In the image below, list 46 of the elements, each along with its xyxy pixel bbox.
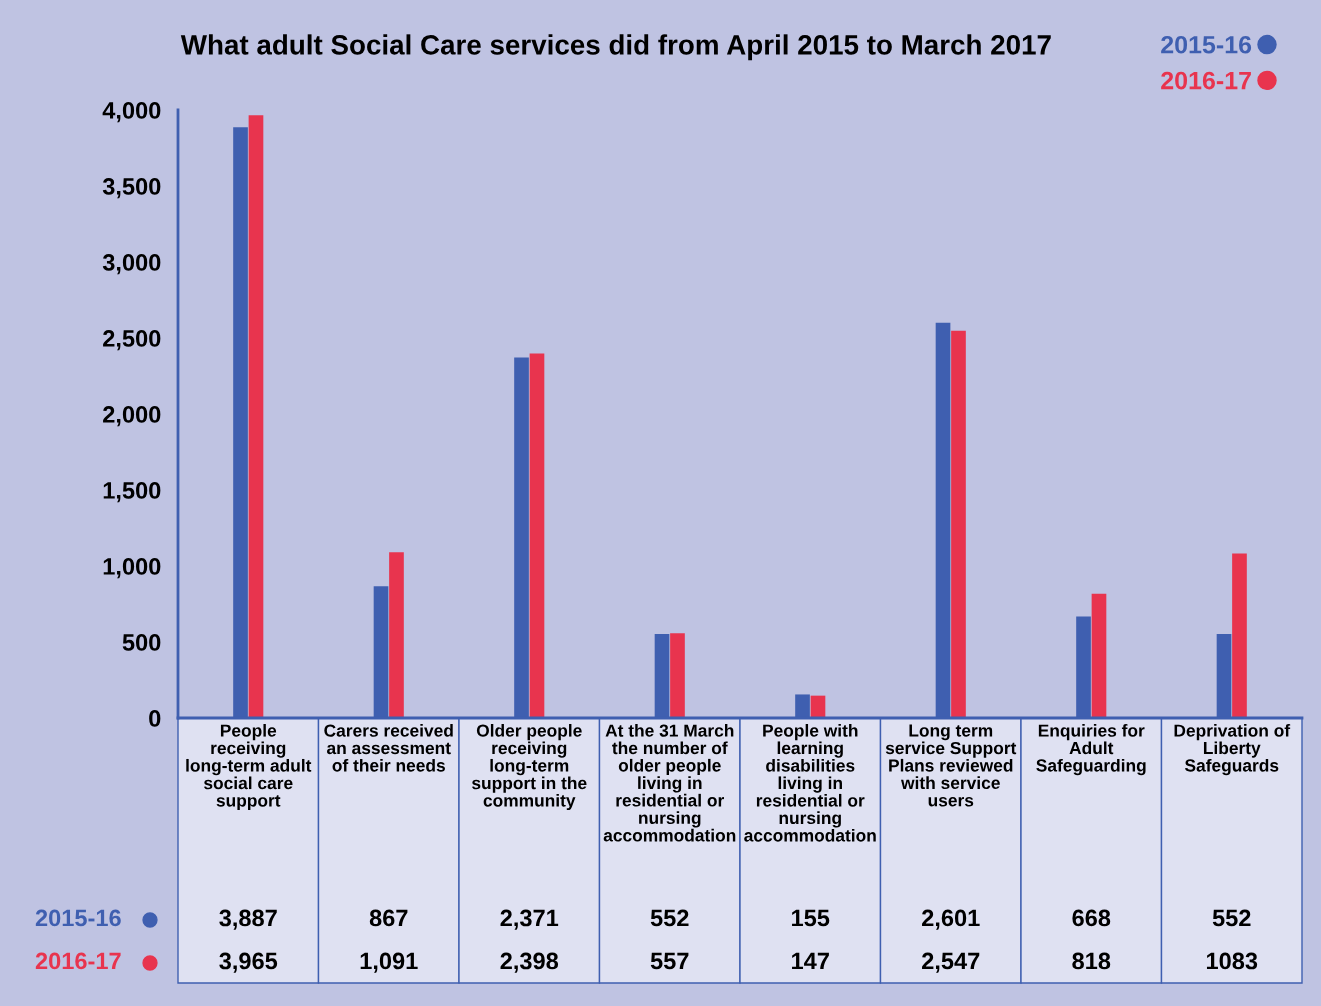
y-tick-label: 4,000	[102, 102, 161, 123]
bar	[1232, 553, 1247, 718]
x-tick-label: Long term service Support Plans reviewed with service users	[885, 724, 1017, 807]
x-tick-label: Enquiries for Adult Safeguarding	[1036, 724, 1146, 776]
data-label: 818	[1072, 952, 1111, 970]
y-tick-label: 2,000	[103, 406, 161, 427]
data-label: 2,398	[500, 952, 559, 973]
x-tick-label: Deprivation of Liberty Safeguards	[1174, 724, 1291, 776]
data-label: 155	[792, 909, 830, 927]
data-label: 2,547	[922, 952, 980, 973]
data-label: 552	[650, 909, 689, 927]
chart-title: What adult Social Care services did from April 2015 to March 2017	[180, 34, 1051, 61]
y-tick-label: 3,500	[102, 178, 161, 199]
y-tick-label: 2,500	[103, 330, 161, 351]
bar	[1091, 593, 1107, 718]
data-label: 147	[792, 952, 829, 970]
y-tick-label: 1,000	[103, 558, 161, 579]
text: 2015-16	[35, 909, 121, 927]
x-tick-label: Older people receiving long-term support in the community	[472, 724, 587, 811]
legend-label: 2016-17	[1161, 71, 1251, 90]
bar	[810, 695, 826, 718]
data-label: 2,371	[500, 909, 559, 930]
y-tick-label: 1,500	[103, 482, 161, 503]
data-label: 552	[1212, 909, 1251, 927]
data-label: 867	[369, 909, 408, 927]
data-label: 557	[650, 952, 689, 970]
text: 2016-17	[35, 952, 121, 970]
data-label: 3,965	[219, 952, 278, 973]
x-tick-label: At the 31 March the number of older people living in residential or nursing accommodation	[603, 724, 736, 842]
data-label: 1083	[1206, 952, 1258, 970]
bar	[529, 353, 545, 718]
bar	[248, 115, 264, 718]
bar	[951, 330, 966, 718]
legend-label: 2015-16	[1161, 35, 1252, 54]
x-tick-label: People receiving long-term adult social care support	[186, 724, 312, 811]
y-tick-label: 500	[122, 634, 161, 651]
data-label: 1,091	[360, 952, 418, 973]
x-tick-label: Carers received an assessment of their needs	[324, 724, 453, 772]
y-tick-label: 3,000	[102, 254, 161, 275]
bar	[389, 552, 404, 718]
data-label: 2,601	[922, 909, 980, 930]
data-label: 668	[1072, 909, 1111, 927]
y-tick-label: 0	[149, 710, 161, 727]
data-label: 3,887	[219, 909, 277, 930]
x-tick-label: People with learning disabilities living in residential or nursing accommodation	[744, 724, 876, 842]
bar	[670, 633, 685, 718]
